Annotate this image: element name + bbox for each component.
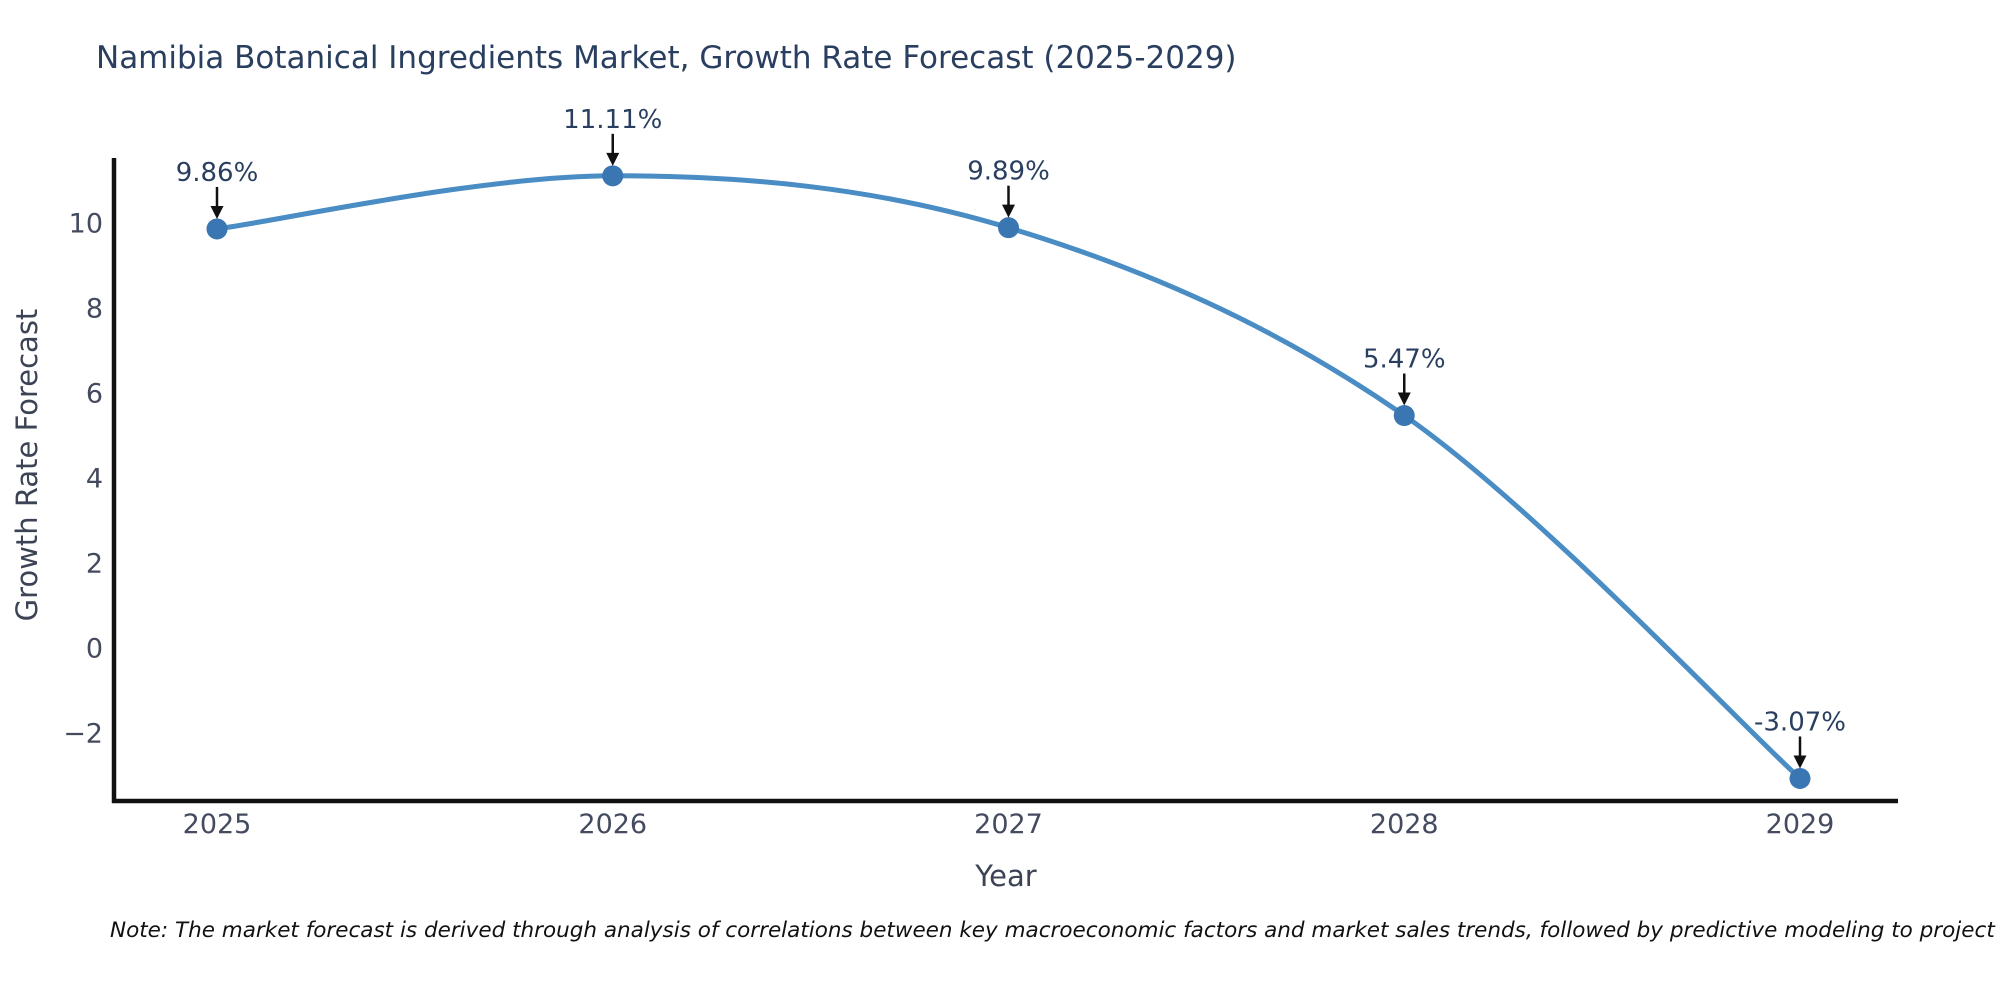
data-point-label: 11.11% xyxy=(563,105,662,135)
y-tick-label: 8 xyxy=(86,294,103,325)
data-point-label: -3.07% xyxy=(1754,707,1846,737)
chart-title: Namibia Botanical Ingredients Market, Gr… xyxy=(96,40,1237,76)
data-point-marker xyxy=(998,217,1019,239)
data-point-label: 9.86% xyxy=(176,158,259,188)
data-point-label: 9.89% xyxy=(967,157,1050,187)
x-tick-label: 2028 xyxy=(1370,809,1439,840)
x-tick-label: 2029 xyxy=(1766,809,1835,840)
y-tick-label: 0 xyxy=(86,634,103,665)
x-tick-label: 2026 xyxy=(578,809,647,840)
annotation-arrow-head xyxy=(606,152,620,166)
data-point-marker xyxy=(206,218,228,240)
annotation-arrow-head xyxy=(210,205,224,219)
y-tick-label: 4 xyxy=(86,464,103,495)
x-tick-label: 2027 xyxy=(974,809,1043,840)
y-tick-label: 2 xyxy=(86,549,103,580)
y-tick-label: 6 xyxy=(86,379,103,410)
y-tick-label: 10 xyxy=(69,209,103,240)
x-tick-label: 2025 xyxy=(183,809,252,840)
annotation-arrow-head xyxy=(1793,755,1807,769)
data-point-label: 5.47% xyxy=(1363,345,1446,375)
data-point-marker xyxy=(1393,405,1415,427)
y-tick-label: −2 xyxy=(63,719,103,750)
footnote: Note: The market forecast is derived thr… xyxy=(110,918,2000,943)
x-axis-title: Year xyxy=(975,859,1037,893)
data-point-marker xyxy=(602,165,624,187)
forecast-line xyxy=(214,173,1803,781)
annotation-arrow-head xyxy=(1397,392,1411,406)
annotation-arrow-head xyxy=(1002,204,1015,218)
data-point-marker xyxy=(1789,767,1811,789)
